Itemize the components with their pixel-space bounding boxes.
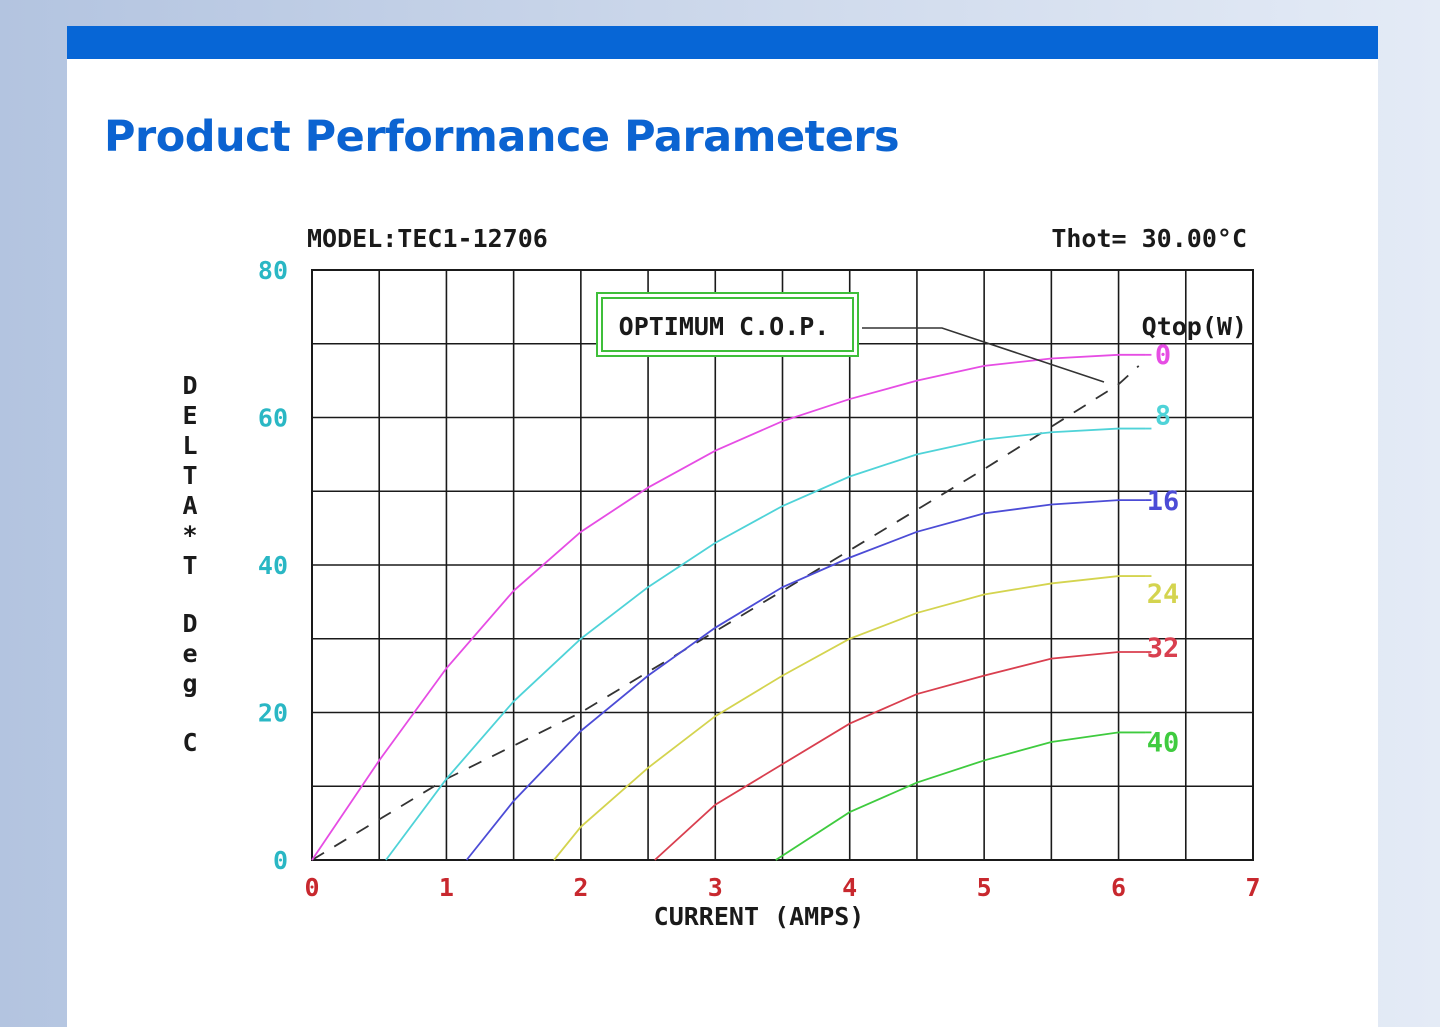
series-qtop-0: 0 (311, 340, 1171, 861)
annotation-box-outer (596, 292, 859, 357)
x-tick-label: 1 (439, 873, 454, 902)
x-tick-label: 4 (842, 873, 857, 902)
y-axis-title-letter: e (182, 639, 197, 668)
x-tick-label: 7 (1245, 873, 1260, 902)
y-tick-label: 20 (258, 699, 288, 728)
y-axis-title-letter: T (182, 551, 197, 580)
optimum-cop-line (311, 365, 1140, 861)
thot-label: Thot= 30.00°C (1051, 224, 1247, 253)
series-line (654, 651, 1146, 861)
y-tick-label: 60 (258, 404, 288, 433)
x-axis-title: CURRENT (AMPS) (654, 902, 865, 931)
model-label: MODEL:TEC1-12706 (307, 224, 548, 253)
series-label: 40 (1147, 727, 1180, 758)
x-tick-label: 3 (708, 873, 723, 902)
y-axis-title-letter: g (182, 669, 197, 698)
x-tick-label: 2 (573, 873, 588, 902)
y-tick-label: 0 (273, 846, 288, 875)
series-qtop-8: 8 (385, 401, 1171, 861)
x-tick-label: 6 (1111, 873, 1126, 902)
series-label: 24 (1147, 579, 1180, 610)
series-line (311, 353, 1146, 861)
y-axis-title-letter: * (182, 521, 197, 550)
y-axis-title-letter: T (182, 461, 197, 490)
legend-title: Qtop(W) (1142, 312, 1247, 341)
card-top-bar (67, 26, 1378, 59)
series-qtop-24: 24 (553, 575, 1180, 861)
y-axis-title-letter: L (182, 431, 197, 460)
cop-line-layer (311, 365, 1140, 861)
section-title: Product Performance Parameters (104, 112, 900, 162)
series-label: 0 (1155, 340, 1171, 371)
series-line (553, 575, 1146, 861)
series-qtop-16: 16 (465, 486, 1180, 861)
series-qtop-32: 32 (654, 633, 1180, 861)
y-tick-label: 80 (258, 256, 288, 285)
y-axis-title-letter: D (182, 609, 197, 638)
annotation-box-inner (601, 297, 854, 352)
y-tick-label: 40 (258, 551, 288, 580)
series-line (775, 731, 1146, 861)
series-layer: 0 8 16 24 32 40 (311, 340, 1180, 861)
x-tick-label: 5 (977, 873, 992, 902)
series-qtop-40: 40 (775, 727, 1180, 861)
x-tick-label: 0 (304, 873, 319, 902)
series-label: 8 (1155, 401, 1171, 432)
annotation-label: OPTIMUM C.O.P. (619, 312, 830, 341)
optimum-cop-annotation: OPTIMUM C.O.P. (596, 292, 859, 357)
annotation-leader-line (862, 327, 1105, 383)
y-axis-title-letter: C (182, 728, 197, 757)
y-axis-title-letter: A (182, 491, 197, 520)
y-axis-title-letter: E (182, 401, 197, 430)
series-label: 16 (1147, 486, 1180, 517)
y-axis-title-letter: D (182, 371, 197, 400)
series-line (465, 499, 1146, 861)
series-label: 32 (1147, 633, 1180, 664)
series-line (385, 427, 1146, 861)
